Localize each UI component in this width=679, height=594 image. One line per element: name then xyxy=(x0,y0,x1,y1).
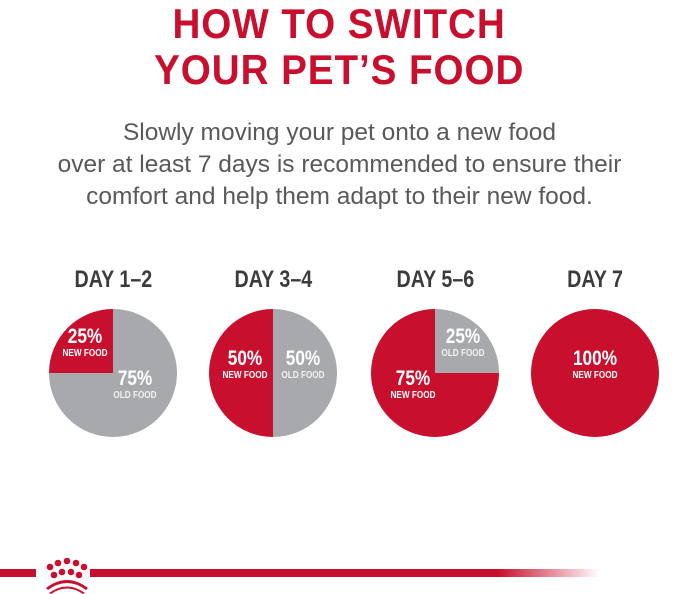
slice-name-label: NEW FOOD xyxy=(222,369,267,380)
slice-percent-label: 75% xyxy=(396,368,430,391)
day-label-3: DAY 5–6 xyxy=(396,266,474,293)
slice-percent-label: 25% xyxy=(68,326,102,349)
slice-percent-label: 100% xyxy=(573,348,617,371)
pie-slice-old-food xyxy=(49,309,177,437)
footer-rule-left xyxy=(0,569,36,577)
slice-name-label: NEW FOOD xyxy=(572,369,617,380)
page-title-line-2: YOUR PET’S FOOD xyxy=(154,46,525,93)
day-label-4: DAY 7 xyxy=(567,266,623,293)
subtitle: Slowly moving your pet onto a new food o… xyxy=(0,117,679,213)
page-title-line-1: HOW TO SWITCH xyxy=(172,0,507,47)
pie-slice-new-food xyxy=(209,309,273,437)
subtitle-line: over at least 7 days is recommended to e… xyxy=(57,151,622,178)
day-label-2: DAY 3–4 xyxy=(234,266,312,293)
pie-slice-new-food xyxy=(49,309,113,373)
footer-rule-right xyxy=(90,569,600,577)
pie-slice-old-food xyxy=(273,309,337,437)
slice-name-label: OLD FOOD xyxy=(281,369,325,380)
slice-percent-label: 50% xyxy=(286,348,320,371)
subtitle-line: Slowly moving your pet onto a new food xyxy=(122,119,557,146)
slice-percent-label: 50% xyxy=(228,348,262,371)
pie-slice-old-food xyxy=(435,309,499,373)
slice-percent-label: 25% xyxy=(446,326,480,349)
subtitle-line: comfort and help them adapt to their new… xyxy=(86,183,593,210)
slice-percent-label: 75% xyxy=(118,368,152,391)
slice-name-label: NEW FOOD xyxy=(62,347,107,358)
day-label-1: DAY 1–2 xyxy=(74,266,152,293)
pie-slice-new-food xyxy=(531,309,659,437)
slice-name-label: OLD FOOD xyxy=(113,389,157,400)
slice-name-label: NEW FOOD xyxy=(390,389,435,400)
slice-name-label: OLD FOOD xyxy=(441,347,485,358)
